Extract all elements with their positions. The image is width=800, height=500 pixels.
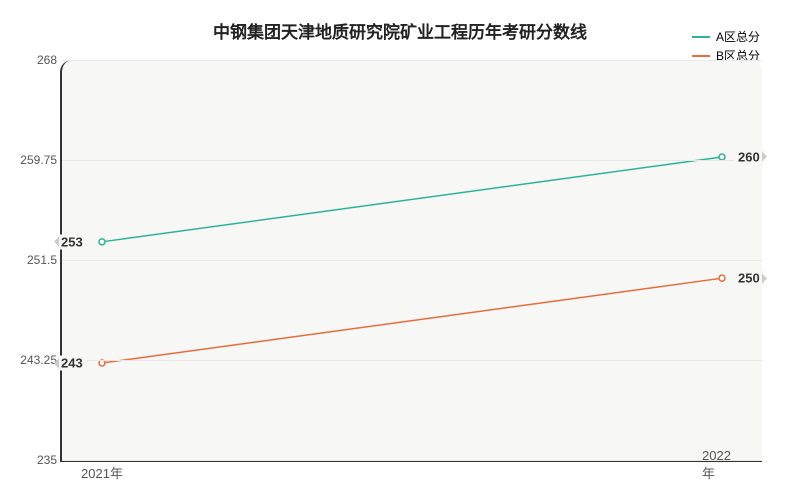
- chart-title: 中钢集团天津地质研究院矿业工程历年考研分数线: [0, 18, 800, 43]
- legend-swatch-a: [692, 36, 710, 38]
- legend-label-a: A区总分: [716, 28, 760, 45]
- data-label: 250: [734, 271, 764, 286]
- plot-area: 235243.25251.5259.752682021年2022年2532602…: [60, 60, 762, 462]
- y-tick-label: 259.75: [7, 153, 57, 167]
- x-tick-label: 2022年: [702, 448, 742, 482]
- data-label: 253: [57, 234, 87, 249]
- grid-line: [62, 60, 762, 61]
- legend-item-a: A区总分: [692, 28, 760, 45]
- y-tick-label: 268: [7, 53, 57, 67]
- data-point: [719, 275, 725, 281]
- series-line: [102, 278, 722, 363]
- data-label: 260: [734, 149, 764, 164]
- grid-line: [62, 160, 762, 161]
- grid-line: [62, 460, 762, 461]
- y-tick-label: 251.5: [7, 253, 57, 267]
- grid-line: [62, 360, 762, 361]
- chart-container: 中钢集团天津地质研究院矿业工程历年考研分数线 A区总分 B区总分 235243.…: [0, 0, 800, 500]
- legend-swatch-b: [692, 55, 710, 57]
- data-point: [99, 239, 105, 245]
- data-label: 243: [57, 356, 87, 371]
- y-tick-label: 235: [7, 453, 57, 467]
- x-tick-label: 2021年: [81, 463, 123, 482]
- grid-line: [62, 260, 762, 261]
- series-line: [102, 157, 722, 242]
